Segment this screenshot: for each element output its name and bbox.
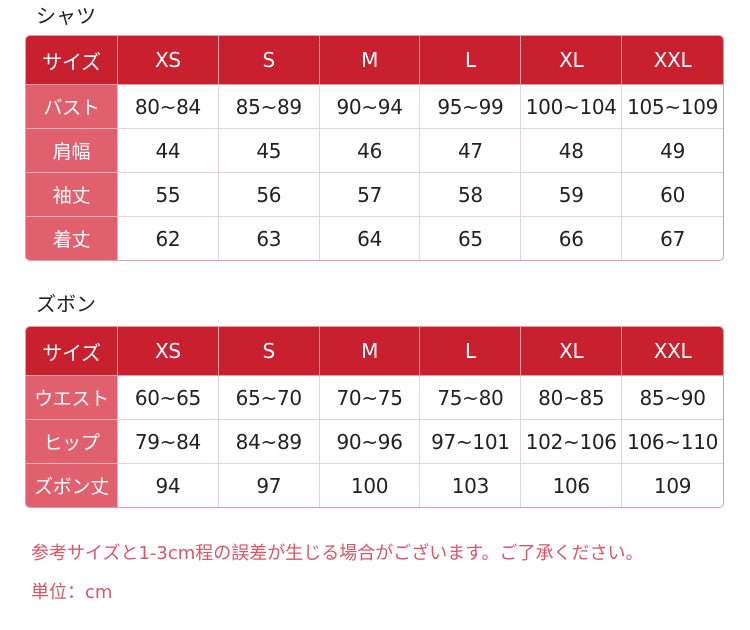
header-cell: M [319,36,421,85]
table-cell: 106~110 [622,420,723,464]
row-label: 袖丈 [26,173,118,217]
table-row: バスト 80~84 85~89 90~94 95~99 100~104 105~109 [26,85,723,129]
table-cell: 67 [660,226,685,251]
row-label: ズボン丈 [26,464,118,507]
shirt-size-table: サイズ XS S M L XL XXL バスト 80~84 85~89 90~94 95~99 100~… [25,35,724,261]
table-row: 袖丈 55 56 57 58 59 60 [26,173,723,217]
table-row: ウエスト 60~65 65~70 70~75 75~80 80~85 85~90 [26,376,723,420]
table-cell: 85~89 [218,85,320,129]
table-cell: 109 [653,473,692,498]
table-cell: 106 [521,464,623,507]
header-cell: M [319,327,421,376]
table-cell: 80~85 [521,376,623,420]
table-cell: 84~89 [218,420,320,464]
table-cell: 64 [320,217,421,260]
table-row: ズボン丈 94 97 100 103 106 109 [26,464,723,507]
table-cell: 48 [521,129,623,173]
header-row: サイズ XS S M L XL XXL [26,327,723,376]
table-cell: 75~80 [420,376,522,420]
table-cell: 49 [622,129,723,173]
table-cell: 100~104 [521,85,623,129]
table-cell: 56 [218,173,320,217]
table-cell: 97 [219,464,320,507]
table-cell: 103 [420,464,522,507]
table-cell: 44 [118,129,219,173]
header-cell: XS [118,36,219,85]
unit-note: 単位：cm [31,582,113,603]
table-cell: 70~75 [319,376,421,420]
table-cell: 80~84 [118,85,219,129]
table-cell: 100 [320,464,421,507]
shirt-title: シャツ [36,4,96,28]
table-cell: 45 [218,129,320,173]
table-cell: 90~96 [319,420,421,464]
header-cell: L [420,327,522,376]
table-cell: 102~106 [521,420,623,464]
table-cell: 95~99 [420,85,522,129]
table-cell: 85~90 [622,376,723,420]
table-cell: 60 [622,173,723,217]
header-cell: S [218,327,320,376]
table-cell: 47 [420,129,522,173]
table-row: 肩幅 44 45 46 47 48 49 [26,129,723,173]
table-cell: 60~65 [118,376,219,420]
table-row: 着丈 62 63 64 65 66 67 [26,217,723,260]
header-cell: サイズ [26,327,118,376]
table-cell: 97~101 [420,420,522,464]
header-cell: S [218,36,320,85]
table-cell: 94 [118,464,219,507]
pants-title: ズボン [36,292,96,316]
table-cell: 79~84 [118,420,219,464]
table-cell: 65~70 [218,376,320,420]
table-cell: 65 [420,217,522,260]
header-cell: XS [118,327,219,376]
table-row: ヒップ 79~84 84~89 90~96 97~101 102~106 106~110 [26,420,723,464]
header-cell: サイズ [26,36,118,85]
table-cell: 105~109 [622,85,723,129]
row-label: 着丈 [26,217,118,260]
table-cell: 46 [319,129,421,173]
header-cell: XL [521,36,623,85]
table-cell: 62 [118,217,219,260]
table-cell: 59 [521,173,623,217]
disclaimer-note: 参考サイズと1-3cm程の誤差が生じる場合がございます。ご了承ください。 [31,543,644,564]
table-cell: 63 [219,217,320,260]
table-cell: 66 [521,217,623,260]
pants-size-table: サイズ XS S M L XL XXL ウエスト 60~65 65~70 70~75 75~80 80~… [25,326,724,508]
row-label: 肩幅 [26,129,118,173]
table-cell: 57 [319,173,421,217]
header-cell: L [420,36,522,85]
row-label: バスト [26,85,118,129]
table-cell: 55 [118,173,219,217]
header-cell: XXL [622,327,723,376]
table-cell: 58 [420,173,522,217]
header-row: サイズ XS S M L XL XXL [26,36,723,85]
row-label: ウエスト [26,376,118,420]
header-cell: XXL [622,36,723,85]
table-cell: 90~94 [319,85,421,129]
row-label: ヒップ [26,420,118,464]
header-cell: XL [521,327,623,376]
